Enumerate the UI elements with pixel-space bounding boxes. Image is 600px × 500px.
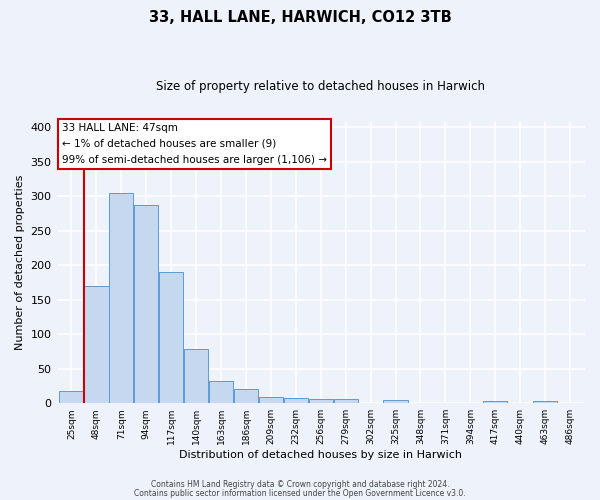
- Bar: [483, 401, 508, 403]
- Bar: [308, 399, 333, 403]
- Text: 33 HALL LANE: 47sqm
← 1% of detached houses are smaller (9)
99% of semi-detached: 33 HALL LANE: 47sqm ← 1% of detached hou…: [62, 124, 327, 164]
- Bar: [234, 388, 258, 403]
- Bar: [383, 400, 407, 403]
- Text: 33, HALL LANE, HARWICH, CO12 3TB: 33, HALL LANE, HARWICH, CO12 3TB: [149, 10, 451, 25]
- Bar: [85, 286, 109, 403]
- Text: Contains public sector information licensed under the Open Government Licence v3: Contains public sector information licen…: [134, 488, 466, 498]
- Bar: [159, 272, 183, 403]
- Bar: [134, 206, 158, 403]
- X-axis label: Distribution of detached houses by size in Harwich: Distribution of detached houses by size …: [179, 450, 462, 460]
- Bar: [259, 397, 283, 403]
- Bar: [533, 401, 557, 403]
- Bar: [109, 193, 133, 403]
- Title: Size of property relative to detached houses in Harwich: Size of property relative to detached ho…: [156, 80, 485, 93]
- Text: Contains HM Land Registry data © Crown copyright and database right 2024.: Contains HM Land Registry data © Crown c…: [151, 480, 449, 489]
- Bar: [209, 381, 233, 403]
- Y-axis label: Number of detached properties: Number of detached properties: [15, 174, 25, 350]
- Bar: [184, 350, 208, 403]
- Bar: [59, 392, 83, 403]
- Bar: [334, 399, 358, 403]
- Bar: [284, 398, 308, 403]
